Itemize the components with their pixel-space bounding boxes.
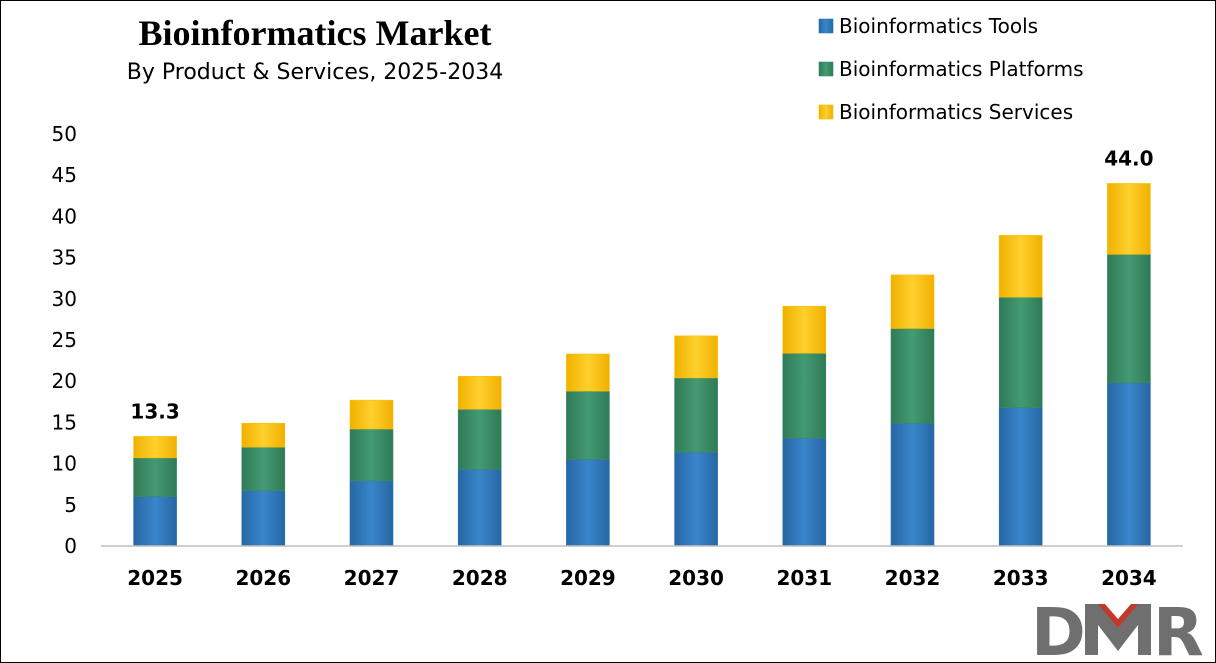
x-tick-label: 2026: [235, 566, 291, 590]
bar-segment-bioinformatics-platforms: [566, 390, 610, 460]
legend-label: Bioinformatics Tools: [839, 14, 1038, 38]
legend-swatch: [818, 61, 834, 77]
bar-segment-bioinformatics-platforms: [890, 328, 935, 424]
logo-letter-m: [1085, 604, 1151, 655]
chart-subtitle: By Product & Services, 2025-2034: [127, 60, 503, 85]
y-tick-label: 15: [52, 410, 77, 434]
x-tick-label: 2032: [885, 566, 941, 590]
y-tick-label: 45: [52, 163, 77, 187]
bar-segment-bioinformatics-services: [241, 422, 286, 448]
bar-segment-bioinformatics-tools: [1107, 382, 1151, 547]
bar-segment-bioinformatics-platforms: [349, 428, 394, 482]
bar-segment-bioinformatics-services: [457, 375, 502, 410]
x-tick-label: 2029: [560, 566, 616, 590]
bars: [133, 183, 1151, 547]
legend-swatch: [818, 104, 834, 120]
logo-letter-r: R: [1153, 594, 1204, 662]
x-tick-label: 2027: [344, 566, 400, 590]
y-tick-label: 20: [52, 369, 77, 393]
bar-segment-bioinformatics-services: [349, 399, 394, 430]
y-tick-label: 25: [52, 328, 77, 352]
data-label: 13.3: [130, 399, 179, 423]
legend-swatch: [818, 18, 834, 34]
bar-segment-bioinformatics-tools: [241, 490, 286, 547]
bar-segment-bioinformatics-tools: [674, 451, 718, 547]
bar-segment-bioinformatics-tools: [566, 459, 610, 547]
logo-letter-d: D: [1031, 594, 1086, 662]
bar-segment-bioinformatics-platforms: [133, 457, 177, 497]
y-tick-label: 30: [52, 287, 77, 311]
bar-segment-bioinformatics-platforms: [998, 296, 1043, 408]
y-tick-label: 35: [52, 246, 77, 270]
legend-label: Bioinformatics Platforms: [839, 57, 1084, 81]
bar-segment-bioinformatics-platforms: [457, 408, 502, 470]
bar-segment-bioinformatics-tools: [998, 407, 1043, 547]
bar-segment-bioinformatics-services: [674, 335, 718, 379]
logo-accent: [1098, 604, 1138, 628]
bar-segment-bioinformatics-platforms: [674, 377, 718, 453]
bar-segment-bioinformatics-platforms: [241, 446, 286, 492]
bar-segment-bioinformatics-tools: [133, 496, 177, 547]
bar-segment-bioinformatics-services: [133, 436, 177, 459]
bar-segment-bioinformatics-services: [998, 235, 1043, 298]
bar-segment-bioinformatics-tools: [890, 422, 935, 547]
y-tick-label: 0: [64, 534, 77, 558]
bar-segment-bioinformatics-services: [566, 353, 610, 392]
y-tick-label: 50: [52, 122, 77, 146]
y-axis: 0 5 10 15 20 25 30 35 40 45 50: [52, 122, 77, 558]
legend-label: Bioinformatics Services: [839, 100, 1073, 124]
legend: Bioinformatics Tools Bioinformatics Platf…: [818, 14, 1084, 124]
bar-segment-bioinformatics-services: [890, 274, 935, 329]
bar-segment-bioinformatics-tools: [782, 437, 827, 547]
y-tick-label: 5: [64, 493, 77, 517]
bar-segment-bioinformatics-platforms: [1107, 254, 1151, 384]
x-tick-label: 2031: [776, 566, 832, 590]
y-tick-label: 40: [52, 204, 77, 228]
data-label: 44.0: [1104, 146, 1153, 170]
x-tick-label: 2034: [1101, 566, 1157, 590]
chart-title: Bioinformatics Market: [139, 13, 492, 53]
bar-segment-bioinformatics-services: [1107, 183, 1151, 255]
bar-segment-bioinformatics-services: [782, 305, 827, 354]
x-tick-label: 2028: [452, 566, 508, 590]
y-tick-label: 10: [52, 452, 77, 476]
data-labels: 13.3 44.0: [130, 146, 1153, 423]
x-tick-label: 2030: [668, 566, 724, 590]
x-axis: 2025 2026 2027 2028 2029 2030 2031 2032 2033 2034: [101, 545, 1183, 590]
x-tick-label: 2033: [993, 566, 1049, 590]
bar-segment-bioinformatics-platforms: [782, 352, 827, 439]
bar-segment-bioinformatics-tools: [457, 469, 502, 547]
x-tick-label: 2025: [127, 566, 183, 590]
dmr-logo: D R: [1031, 594, 1204, 662]
bar-segment-bioinformatics-tools: [349, 480, 394, 547]
